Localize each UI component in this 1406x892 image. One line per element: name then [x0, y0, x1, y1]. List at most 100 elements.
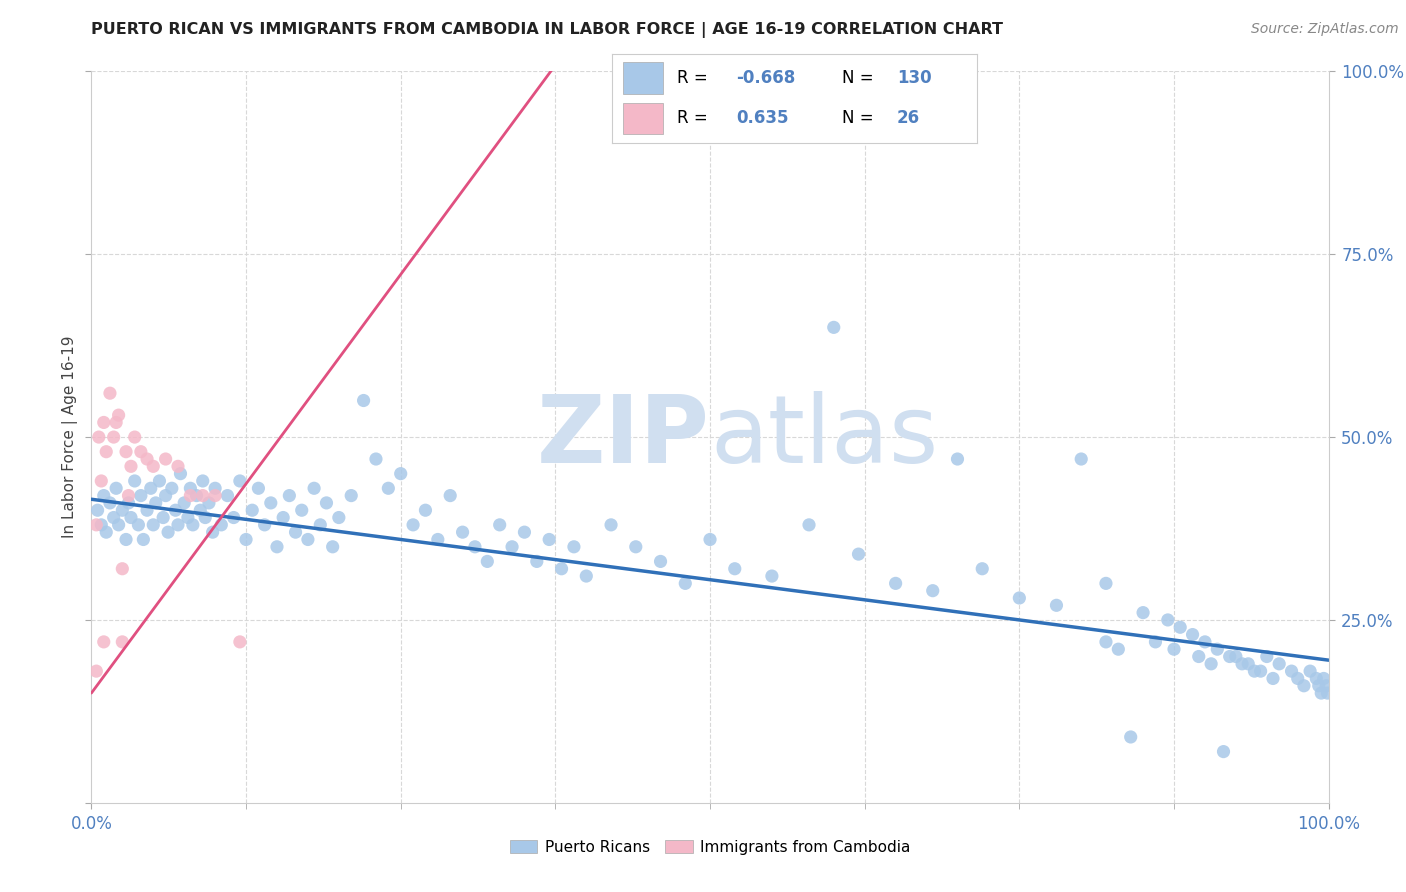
Text: R =: R =: [678, 69, 713, 87]
Point: [550, 562, 572, 576]
Point: [1188, 649, 1211, 664]
Bar: [623, 62, 662, 94]
Point: [1250, 664, 1272, 678]
Point: [1225, 649, 1247, 664]
Point: [103, 510, 125, 524]
Point: [1261, 672, 1284, 686]
Point: [322, 540, 344, 554]
Point: [1315, 679, 1337, 693]
Point: [562, 540, 585, 554]
Point: [115, 444, 138, 458]
Point: [673, 576, 696, 591]
Point: [1119, 730, 1142, 744]
Point: [1199, 657, 1222, 671]
Point: [526, 554, 548, 568]
Point: [107, 408, 129, 422]
Point: [107, 517, 129, 532]
Point: [198, 496, 221, 510]
Point: [111, 562, 134, 576]
Point: [415, 503, 437, 517]
Point: [1243, 664, 1265, 678]
Point: [194, 510, 217, 524]
Point: [167, 459, 190, 474]
Point: [120, 510, 142, 524]
Point: [797, 517, 820, 532]
Point: [160, 481, 183, 495]
Point: [297, 533, 319, 547]
Point: [127, 517, 149, 532]
Point: [93, 489, 115, 503]
Point: [946, 452, 969, 467]
Point: [291, 503, 314, 517]
Text: atlas: atlas: [710, 391, 938, 483]
Point: [340, 489, 363, 503]
Y-axis label: In Labor Force | Age 16-19: In Labor Force | Age 16-19: [62, 335, 77, 539]
Point: [129, 489, 152, 503]
Point: [884, 576, 907, 591]
Point: [477, 554, 499, 568]
Point: [96, 444, 118, 458]
Point: [1008, 591, 1031, 605]
Point: [389, 467, 412, 481]
Point: [1045, 599, 1067, 613]
Point: [451, 525, 474, 540]
Point: [98, 496, 121, 510]
Point: [173, 496, 195, 510]
Point: [260, 496, 283, 510]
Point: [191, 474, 214, 488]
Point: [848, 547, 870, 561]
Point: [513, 525, 536, 540]
Point: [1095, 576, 1118, 591]
Point: [169, 467, 191, 481]
Point: [823, 320, 845, 334]
Point: [1312, 672, 1334, 686]
Point: [201, 525, 224, 540]
Point: [145, 496, 167, 510]
Point: [1256, 649, 1278, 664]
Point: [1237, 657, 1260, 671]
Point: [157, 525, 180, 540]
Point: [136, 452, 159, 467]
Point: [1212, 745, 1234, 759]
Bar: [623, 103, 662, 134]
Point: [181, 517, 204, 532]
Point: [93, 635, 115, 649]
Point: [132, 533, 155, 547]
Point: [204, 489, 226, 503]
Point: [136, 503, 159, 517]
Point: [229, 635, 252, 649]
Point: [1230, 657, 1253, 671]
Point: [111, 503, 134, 517]
Point: [179, 489, 201, 503]
Point: [600, 517, 623, 532]
Point: [155, 489, 177, 503]
Point: [266, 540, 288, 554]
Point: [177, 510, 200, 524]
Point: [315, 496, 337, 510]
Point: [105, 481, 128, 495]
Point: [1107, 642, 1129, 657]
Point: [117, 496, 139, 510]
Point: [1308, 679, 1330, 693]
Point: [1144, 635, 1167, 649]
Point: [402, 517, 425, 532]
Point: [624, 540, 647, 554]
Point: [86, 503, 108, 517]
Point: [240, 503, 263, 517]
Point: [86, 517, 108, 532]
Point: [1292, 679, 1315, 693]
Point: [247, 481, 270, 495]
Point: [1168, 620, 1191, 634]
Point: [124, 474, 146, 488]
Legend: Puerto Ricans, Immigrants from Cambodia: Puerto Ricans, Immigrants from Cambodia: [503, 834, 917, 861]
Point: [165, 503, 187, 517]
Point: [229, 474, 252, 488]
Point: [1194, 635, 1216, 649]
Point: [488, 517, 510, 532]
Point: [188, 503, 211, 517]
Point: [117, 489, 139, 503]
Point: [364, 452, 387, 467]
Point: [699, 533, 721, 547]
Point: [972, 562, 994, 576]
Point: [1157, 613, 1180, 627]
